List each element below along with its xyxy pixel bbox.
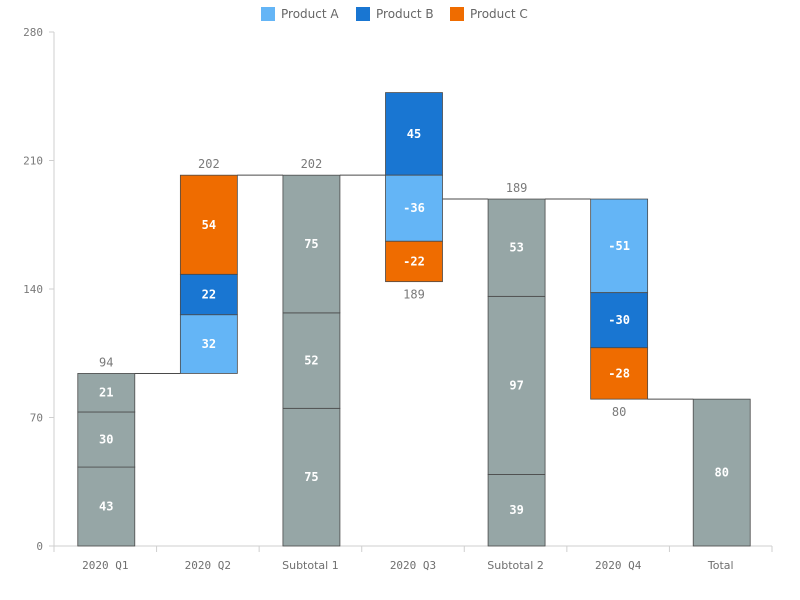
y-axis: 0 70 140 210 280 [23,26,55,553]
bar-segment-2020-q4-product-b[interactable] [590,292,649,349]
segment-value-label: 80 [714,466,728,480]
segment-value-label: 53 [509,241,523,255]
bar-total-label: 189 [403,288,425,302]
legend-swatch-product-a [261,7,275,21]
y-tick-label: 0 [36,540,43,553]
segment-value-label: 45 [407,127,421,141]
legend-label-product-a[interactable]: Product A [281,7,339,21]
data-labels: 43 30 21 94 32 22 54 202 75 52 75 202 45 -36 -22 189 39 9… [99,127,729,517]
bar-segment-total[interactable] [692,398,751,547]
segment-value-label: -28 [608,366,630,380]
segment-value-label: -22 [403,254,425,268]
y-tick-label: 210 [23,155,43,168]
bar-segment-2020-q3-product-a[interactable] [385,174,443,242]
segment-value-label: 43 [99,500,113,514]
legend-label-product-c[interactable]: Product C [470,7,528,21]
legend: Product A Product B Product C [261,7,528,21]
bar-segment-2020-q1[interactable] [77,466,136,547]
bar-segment-2020-q4-product-c[interactable] [590,347,649,400]
x-tick-label-subtotal-1: Subtotal 1 [282,559,339,572]
segment-value-label: -30 [608,313,630,327]
bar-segment-subtotal-1[interactable] [282,312,341,409]
y-tick-label: 70 [30,412,43,425]
legend-swatch-product-b [356,7,370,21]
segment-value-label: 39 [509,503,523,517]
segment-value-label: 30 [99,433,113,447]
bar-segment-subtotal-1[interactable] [282,407,341,547]
segment-value-label: -51 [608,239,630,253]
bar-segment-subtotal-1[interactable] [282,174,341,314]
x-tick-label-2020-q2: 2020 Q2 [185,559,231,572]
bar-segment-2020-q1[interactable] [77,373,136,413]
bar-segment-2020-q3-product-c[interactable] [385,240,443,283]
segment-value-label: 75 [304,470,318,484]
segment-value-label: -36 [403,201,425,215]
segment-value-label: 75 [304,237,318,251]
bar-total-label: 80 [612,405,626,419]
bar-segment-subtotal-2[interactable] [487,198,546,297]
segment-value-label: 97 [509,378,523,392]
bars [77,92,751,547]
y-tick-label: 280 [23,26,43,39]
segment-value-label: 52 [304,354,318,368]
segment-value-label: 32 [202,337,216,351]
segment-value-label: 54 [202,218,216,232]
legend-label-product-b[interactable]: Product B [376,7,434,21]
x-tick-label-2020-q3: 2020 Q3 [390,559,436,572]
bar-segment-2020-q4-product-a[interactable] [590,198,649,294]
bar-total-label: 202 [301,157,323,171]
y-tick-label: 140 [23,283,43,296]
bar-segment-subtotal-2[interactable] [487,295,546,475]
x-axis: 2020 Q1 2020 Q2 Subtotal 1 2020 Q3 Subtotal … [53,545,773,572]
x-tick-label-2020-q4: 2020 Q4 [595,559,642,572]
bar-total-label: 189 [506,181,528,195]
x-tick-label-2020-q1: 2020 Q1 [82,559,128,572]
connector-lines [134,174,694,400]
bar-segment-2020-q2-product-c[interactable] [179,174,238,275]
bar-segment-2020-q2-product-b[interactable] [179,273,238,316]
x-tick-label-subtotal-2: Subtotal 2 [487,559,544,572]
segment-value-label: 22 [202,288,216,302]
bar-total-label: 202 [198,157,220,171]
x-tick-label-total: Total [707,559,734,572]
segment-value-label: 21 [99,386,113,400]
legend-swatch-product-c [450,7,464,21]
bar-segment-2020-q1[interactable] [77,411,136,468]
bar-total-label: 94 [99,355,113,369]
